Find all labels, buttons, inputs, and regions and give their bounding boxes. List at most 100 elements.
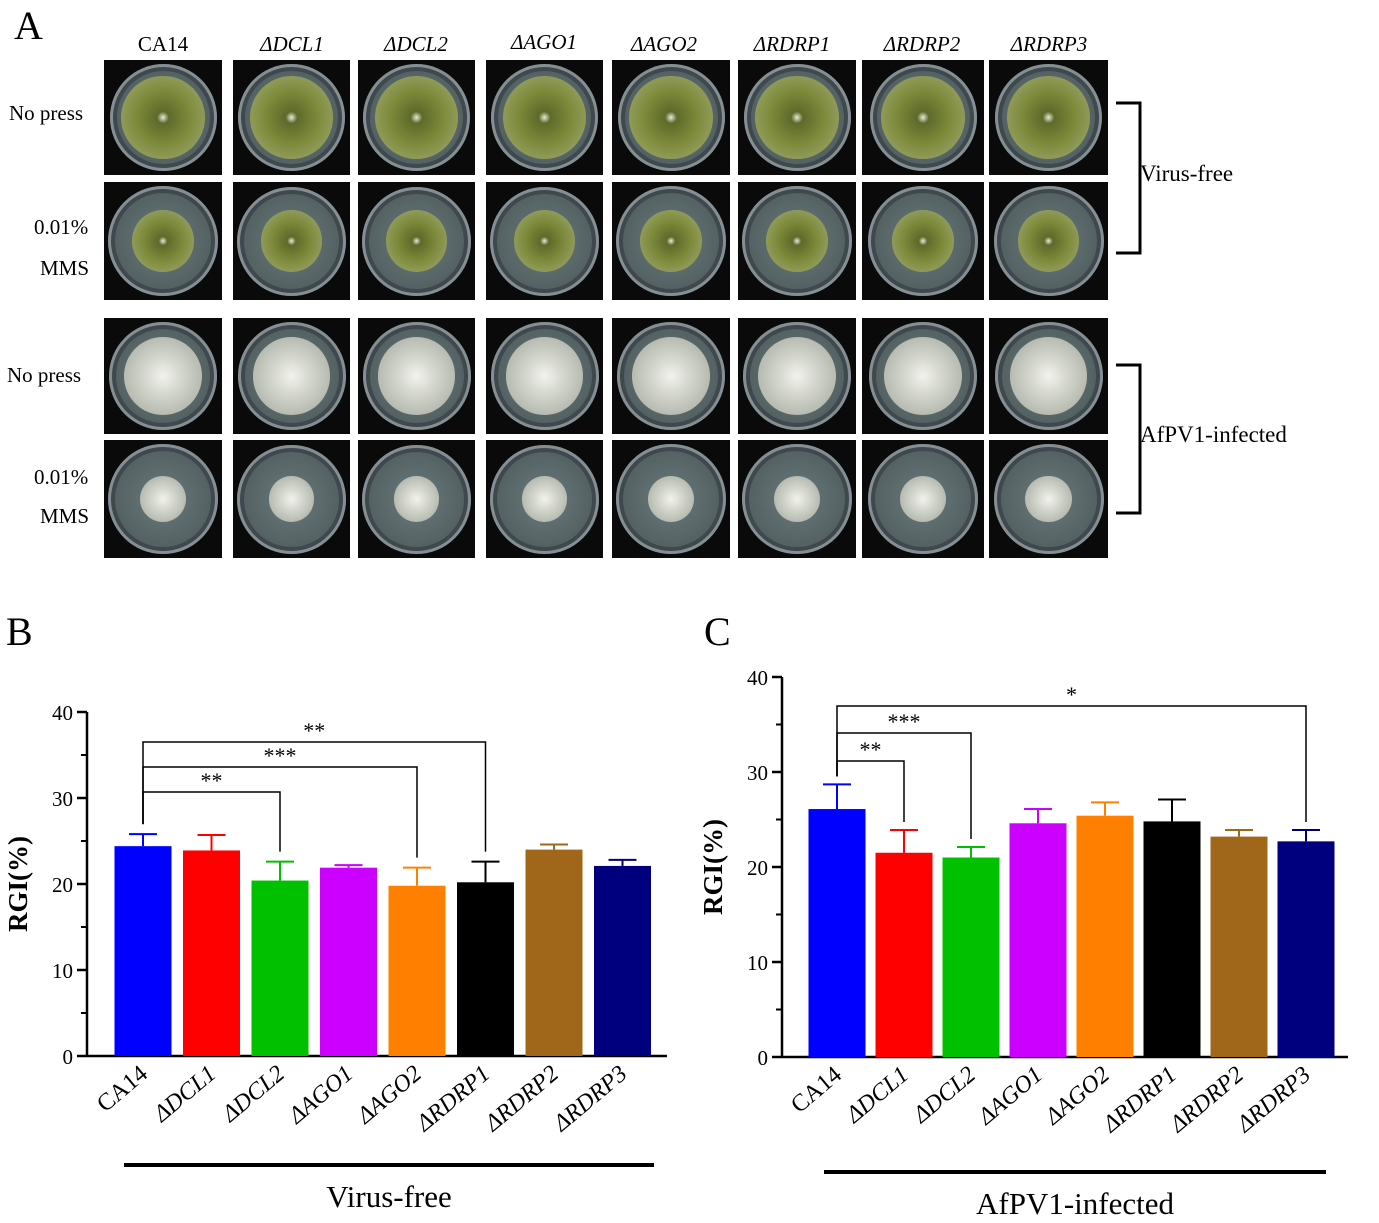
petri-plate-image [486,60,603,175]
petri-dish [869,64,977,171]
significance-label: *** [264,743,297,768]
petri-plate-image [104,60,222,175]
x-tick-label: CA14 [92,1061,153,1118]
fungal-colony [1006,75,1091,160]
x-tick-label: CA14 [786,1062,847,1119]
significance-label: ** [860,737,882,762]
fungal-colony [252,337,331,415]
bar [183,850,240,1056]
row-label-mms-concentration: 0.01% [34,465,89,489]
y-tick-label: 10 [747,951,768,975]
petri-dish [238,64,345,171]
fungal-colony [766,210,828,272]
petri-plate-image [738,318,856,434]
x-tick-label: ΔDCL2 [217,1061,290,1128]
column-label: ΔRDRP1 [753,32,831,56]
row-label-mms-concentration: 0.01% [34,215,89,239]
significance-label: ** [201,768,223,793]
x-tick-label: ΔRDRP3 [1231,1062,1315,1139]
fungal-colony [881,75,965,160]
fungal-colony [892,210,954,272]
y-axis-label: RGI(%) [3,836,33,932]
fungal-colony [268,476,315,522]
bar [1277,841,1335,1057]
petri-plate-image [233,60,350,175]
x-tick-label: ΔRDRP1 [1097,1062,1181,1139]
group-label-infected: AfPV1-infected [1140,422,1287,447]
chart-c: 010203040RGI(%)CA14ΔDCL1ΔDCL2ΔAGO1ΔAGO2Δ… [698,666,1348,1220]
x-tick-label: ΔRDRP3 [548,1061,632,1138]
fungal-colony [121,75,205,160]
fungal-colony [385,210,447,272]
petri-dish [743,64,851,171]
bar [388,885,446,1056]
petri-dish [490,186,599,296]
column-label: ΔAGO1 [511,30,577,54]
fungal-colony [1009,337,1088,415]
x-tick-label: ΔDCL2 [908,1062,981,1129]
petri-plate-image [989,60,1108,175]
x-tick-label: ΔDCL1 [841,1062,914,1129]
petri-dish [993,444,1104,554]
fungal-colony [884,337,962,415]
fungal-colony [632,337,710,415]
panel-letter-b: B [6,609,33,654]
petri-dish [237,444,346,554]
fungal-colony [139,475,187,523]
group-label-virus-free: Virus-free [1140,161,1234,186]
fungal-colony [629,75,713,160]
fungal-colony [502,75,587,160]
group-brackets [1116,101,1142,515]
bar [1143,821,1201,1057]
fungal-colony [260,210,322,272]
petri-dish [237,322,346,430]
petri-plate-image [738,440,856,558]
bar [320,867,377,1056]
petri-plate-image [989,318,1108,434]
petri-dish [237,186,346,296]
panel-letter-c: C [704,609,731,654]
significance-label: *** [888,709,921,734]
petri-dish [994,322,1103,430]
fungal-colony [1025,475,1072,523]
fungal-colony [773,475,821,523]
petri-plate-image [486,182,603,300]
row-label-no-press: No press [7,363,82,387]
petri-plate-image [486,318,603,434]
petri-dish [490,444,599,554]
y-tick-label: 40 [52,701,73,725]
petri-dish [363,64,470,171]
y-tick-label: 0 [758,1046,769,1070]
bar [1210,836,1268,1057]
petri-dish [362,186,471,296]
petri-plate-image [738,182,856,300]
bar [875,852,933,1057]
x-tick-label: ΔAGO1 [283,1061,358,1130]
petri-dish [993,186,1104,296]
y-tick-label: 30 [52,787,73,811]
petri-plate-image [104,440,222,558]
fungal-colony [124,337,202,415]
bar [1009,823,1067,1057]
row-label-mms: MMS [40,504,90,528]
infected-bracket [1116,363,1142,515]
group-label: Virus-free [326,1179,452,1214]
petri-plate-image [612,318,730,434]
fungal-colony [1017,210,1080,272]
fungal-colony [899,475,947,523]
y-tick-label: 0 [63,1045,74,1069]
petri-dish [617,64,725,171]
bar [1076,815,1134,1057]
fungal-colony [374,75,459,160]
bar [594,865,651,1056]
y-tick-label: 40 [747,666,768,690]
plate-grid [0,0,1379,570]
column-label: ΔDCL1 [260,32,324,56]
column-label: ΔAGO2 [631,32,697,56]
petri-dish [108,444,218,554]
petri-dish [742,186,852,296]
fungal-colony [132,210,194,272]
petri-plate-image [862,182,984,300]
row-label-mms: MMS [40,256,90,280]
petri-plate-image [233,440,350,558]
